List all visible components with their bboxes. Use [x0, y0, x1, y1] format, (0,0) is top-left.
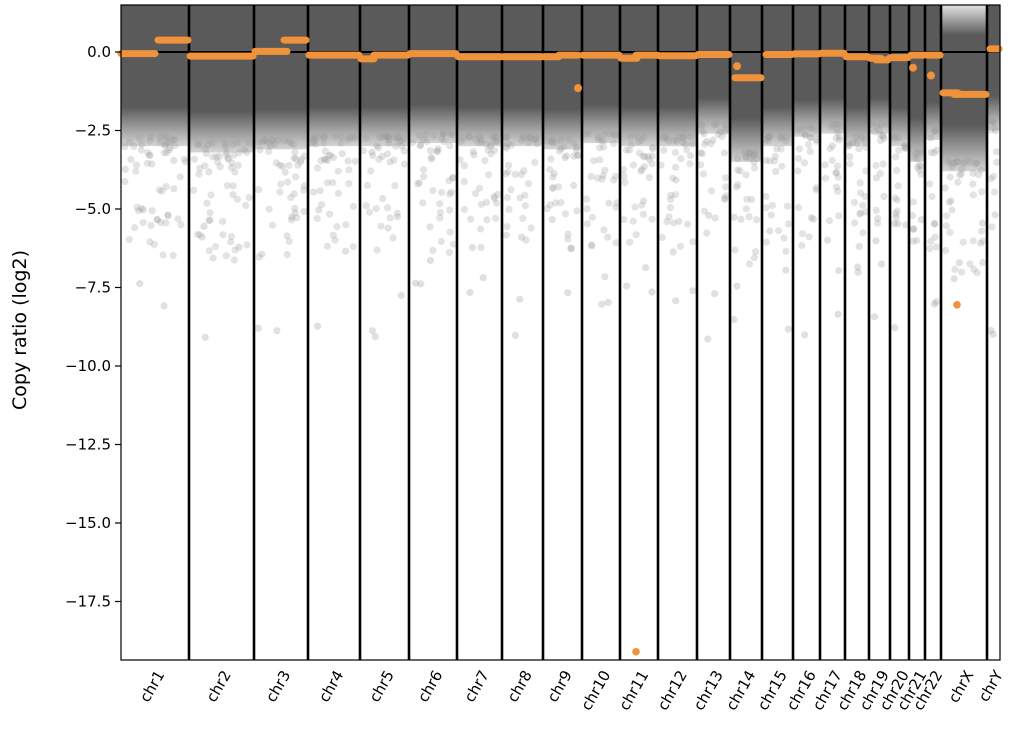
- x-tick-label-chr1: chr1: [136, 667, 168, 705]
- chromosome-chr14: [730, 5, 762, 324]
- chromosome-chr6: [408, 5, 458, 288]
- bin-density-band: [254, 5, 308, 150]
- y-tick-label: −17.5: [65, 593, 111, 611]
- chromosome-chr12: [657, 5, 697, 305]
- bin-points-layer: [121, 5, 1001, 343]
- chromosome-chr22: [925, 5, 941, 308]
- chromosome-chr16: [793, 5, 821, 339]
- bin-density-band: [502, 5, 543, 147]
- bin-density-band: [582, 5, 620, 144]
- x-tick-label-chr7: chr7: [461, 667, 493, 705]
- x-tick-label-chr2: chr2: [203, 667, 235, 705]
- chromosome-chr5: [359, 5, 409, 341]
- x-tick-label-chr11: chr11: [615, 667, 652, 713]
- x-tick-label-chr3: chr3: [262, 667, 294, 705]
- x-tick-label-chr12: chr12: [654, 667, 691, 713]
- chromosome-chr20: [890, 5, 910, 332]
- bin-density-band: [189, 5, 254, 153]
- bin-density-band: [543, 5, 582, 150]
- chromosome-chr15: [761, 5, 793, 333]
- segment-lines-layer: [117, 36, 1003, 656]
- bin-density-band: [730, 5, 762, 162]
- segment-point: [574, 84, 582, 93]
- chromosome-chr4: [308, 5, 360, 330]
- segment-point: [909, 63, 917, 72]
- segment-point: [927, 71, 935, 80]
- chromosome-chr11: [619, 5, 658, 296]
- bin-density-band: [793, 5, 820, 137]
- chromosome-chr7: [456, 5, 502, 297]
- x-tick-label-chr10: chr10: [577, 667, 614, 713]
- y-tick-label: −12.5: [65, 436, 111, 454]
- x-axis-chromosome-labels: chr1 chr2 chr3 chr4 chr5 chr6 chr7 chr8 chr9 chr1…: [136, 667, 1007, 714]
- bin-density-band: [869, 5, 890, 134]
- y-tick-label: −2.5: [75, 122, 111, 140]
- chromosome-chr8: [501, 5, 543, 339]
- bin-density-band: [457, 5, 502, 147]
- y-tick-label: −7.5: [75, 279, 111, 297]
- bin-density-band: [941, 5, 987, 172]
- chromosome-chr3: [254, 5, 309, 335]
- segment-outlier-point: [953, 300, 961, 309]
- chromosome-chr18: [844, 5, 870, 276]
- x-tick-label-chr14: chr14: [722, 667, 759, 713]
- chromosome-chr10: [581, 5, 621, 308]
- y-tick-label: −15.0: [65, 514, 111, 532]
- segment-point: [733, 62, 741, 71]
- x-tick-label-chr6: chr6: [414, 667, 446, 705]
- chromosome-boundaries: [187, 5, 989, 660]
- chromosome-chr13: [697, 5, 730, 343]
- y-tick-label: −10.0: [65, 357, 111, 375]
- bin-density-band: [620, 5, 658, 147]
- chromosome-chrY: [987, 5, 1001, 338]
- bin-density-band: [360, 5, 409, 147]
- bin-density-band: [820, 5, 845, 134]
- chromosome-chr1: [121, 5, 190, 310]
- plot-frame: [120, 4, 1001, 661]
- bin-density-band: [697, 5, 730, 134]
- bin-density-band: [308, 5, 360, 147]
- chromosome-chr2: [189, 5, 254, 341]
- x-tick-label-chr9: chr9: [544, 667, 576, 705]
- chromosome-chr19: [868, 5, 891, 321]
- y-tick-label: −5.0: [75, 200, 111, 218]
- bin-density-band: [909, 5, 925, 162]
- chromosome-chr17: [820, 5, 846, 318]
- x-tick-label-chr4: chr4: [315, 667, 347, 705]
- bin-density-band: [890, 5, 909, 147]
- x-tick-label-chrX: chrX: [945, 667, 978, 706]
- y-axis-ticks: 0.0 −2.5 −5.0 −7.5 −10.0 −12.5 −15.0 −17.5: [65, 43, 121, 611]
- bin-density-band: [409, 5, 457, 144]
- segment-outlier-point: [632, 647, 640, 656]
- bin-density-band: [987, 5, 1000, 131]
- chromosome-chrX: [941, 5, 987, 283]
- x-tick-label-chr13: chr13: [690, 667, 727, 713]
- x-tick-label-chrY: chrY: [975, 667, 1008, 705]
- x-tick-label-chr5: chr5: [366, 667, 398, 705]
- y-tick-label: 0.0: [87, 43, 111, 61]
- bin-density-band: [121, 5, 189, 147]
- bin-density-band: [762, 5, 793, 147]
- chromosome-chr9: [543, 5, 582, 297]
- x-tick-label-chr8: chr8: [504, 667, 536, 705]
- bin-density-band: [658, 5, 697, 147]
- bin-density-band: [845, 5, 869, 147]
- chromosome-chr21: [908, 5, 926, 245]
- y-axis-label: Copy ratio (log2): [9, 250, 31, 410]
